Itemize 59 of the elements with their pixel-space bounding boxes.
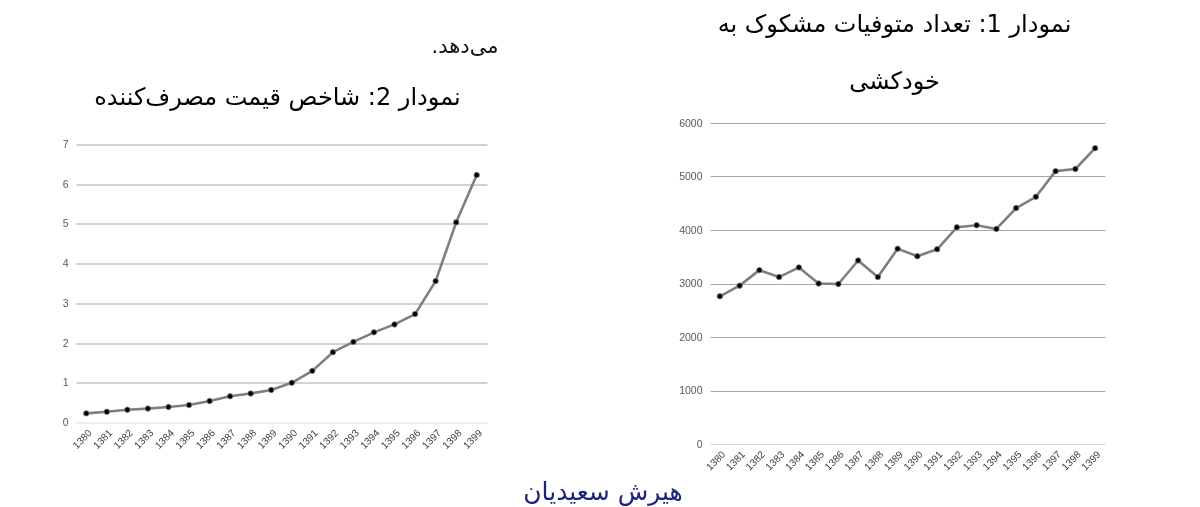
point (124, 406, 131, 413)
point (1091, 145, 1099, 152)
point (411, 310, 419, 318)
point (1052, 168, 1059, 175)
chart-title: نمودار 2: شاخص قیمت مصرف‌کننده (94, 83, 461, 111)
y-tick-label: 3000 (679, 277, 703, 289)
point (1072, 165, 1079, 173)
y-tick-label: 3 (62, 296, 69, 309)
point (795, 264, 803, 271)
point (914, 253, 921, 260)
y-tick-label: 0 (696, 437, 703, 450)
y-tick-label: 7 (62, 138, 69, 150)
point (815, 280, 822, 287)
point (268, 386, 275, 394)
point (894, 245, 901, 252)
y-tick-label: 2000 (679, 330, 703, 343)
text: هیرش سعیدیان (523, 477, 683, 506)
y-tick-label: 4000 (679, 223, 703, 236)
point (473, 171, 480, 179)
point (247, 390, 254, 397)
point (288, 379, 295, 386)
point (933, 246, 941, 253)
point (756, 266, 763, 274)
point (309, 367, 316, 375)
y-tick-label: 2 (62, 336, 69, 349)
y-tick-label: 6 (62, 177, 69, 190)
point (716, 293, 724, 300)
point (953, 224, 961, 231)
point (185, 401, 193, 409)
y-tick-label: 4 (62, 257, 69, 270)
point (874, 273, 882, 281)
point (854, 257, 862, 264)
point (835, 280, 842, 288)
y-tick-label: 1 (62, 376, 69, 389)
point (329, 349, 337, 356)
point (226, 393, 234, 400)
point (350, 338, 357, 346)
chart-title: نمودار 1: تعداد متوفیات مشکوک به خودکشی (717, 10, 1072, 95)
point (391, 321, 398, 328)
point (736, 282, 743, 289)
point (453, 219, 460, 226)
point (1012, 204, 1020, 212)
point (144, 405, 152, 412)
point (103, 408, 110, 415)
y-tick-label: 6000 (679, 116, 703, 129)
y-tick-label: 5000 (679, 170, 703, 182)
y-tick-label: 0 (62, 416, 69, 428)
point (370, 329, 378, 336)
point (83, 410, 90, 417)
y-tick-label: 1000 (679, 384, 703, 396)
point (973, 222, 980, 229)
point (775, 273, 783, 281)
y-tick-label: 5 (62, 217, 69, 230)
point (432, 277, 439, 285)
point (206, 397, 213, 405)
text: می‌دهد. (431, 34, 499, 58)
point (165, 403, 172, 411)
point (1032, 193, 1040, 200)
point (993, 225, 1000, 233)
